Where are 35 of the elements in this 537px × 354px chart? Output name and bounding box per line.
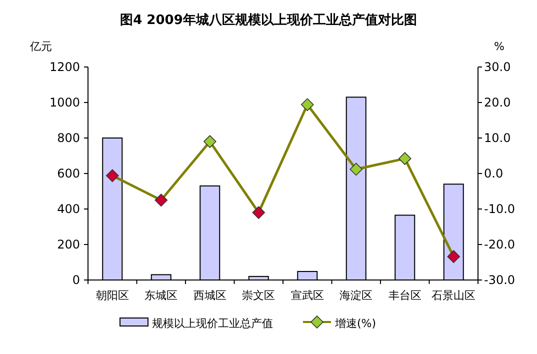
y-tick-label: 0 [72,273,80,287]
y2-axis-title: % [494,40,504,53]
point [252,206,266,219]
y-tick-label: 600 [57,166,80,180]
y-axis-title: 亿元 [29,40,52,53]
y2-tick-label: 30.0 [484,60,511,74]
y2-tick-label: 0.0 [484,166,504,180]
point [106,169,119,182]
x-tick-label: 东城区 [144,289,178,302]
legend-label: 增速(%) [334,317,376,330]
x-tick-label: 宣武区 [290,289,324,302]
point [350,162,363,176]
x-tick-label: 崇文区 [242,289,276,302]
point [300,98,314,112]
point [447,250,460,263]
y2-tick-label: 10.0 [484,131,511,145]
x-tick-label: 丰台区 [388,289,422,302]
x-tick-label: 西城区 [193,289,226,302]
x-tick-label: 海淀区 [340,289,373,302]
x-tick-label: 朝阳区 [96,289,129,302]
legend-label: 规模以上现价工业总产值 [152,317,273,330]
y2-tick-label: -30.0 [484,273,516,287]
point [398,152,412,165]
point [154,194,168,207]
chart-title: 图4 2009年城八区规模以上现价工业总产值对比图 [120,12,417,28]
y-tick-label: 1200 [49,60,80,74]
y-tick-label: 400 [57,202,80,216]
y2-tick-label: -10.0 [484,202,516,216]
point [203,135,216,148]
y-tick-label: 200 [57,238,80,252]
y2-tick-label: 20.0 [484,96,511,110]
y2-tick-label: -20.0 [484,238,516,252]
x-tick-label: 石景山区 [432,289,476,302]
y-tick-label: 1000 [49,96,80,110]
y-tick-label: 800 [57,131,80,145]
